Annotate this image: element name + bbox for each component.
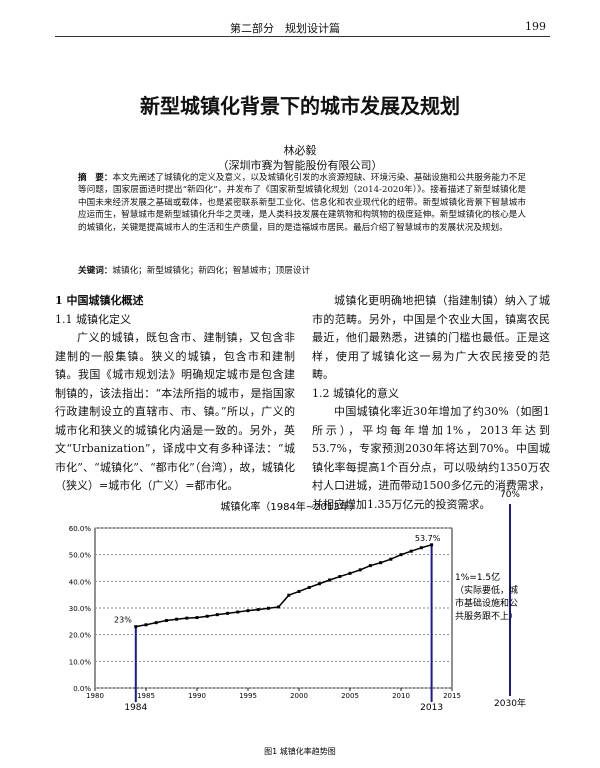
point (307, 585, 311, 589)
caption: 图1 城镇化率趋势图 (264, 746, 336, 756)
point (205, 614, 209, 618)
paragraph: 中国城镇化率近30年增加了约30%（如图1所示），平均每年增加1%，2013年达… (312, 405, 550, 511)
point (185, 616, 189, 620)
author: 林必毅 (283, 144, 317, 157)
point (226, 611, 230, 615)
point (144, 623, 148, 627)
point (368, 564, 372, 568)
point (277, 605, 281, 609)
projection-note: 共服务跟不上） (455, 610, 518, 622)
heading: 1 中国城镇化概述 (55, 294, 144, 307)
page-number: 199 (525, 20, 546, 33)
y-tick-label: 60.0% (69, 525, 92, 533)
projection-note: （实际要低，城 (455, 584, 518, 596)
point (246, 609, 250, 613)
projection-note: 市基础设施和公 (455, 597, 518, 609)
point (358, 568, 362, 572)
y-tick-label: 10.0% (69, 658, 92, 666)
projection-note: 1%=1.5亿 (455, 571, 500, 583)
point (215, 613, 219, 617)
point (134, 625, 138, 629)
subheading: 1.1 城镇化定义 (55, 312, 131, 326)
chart: 城镇化率（1984年~2013年） 图1 城镇化率趋势图 70% 2030年 0… (69, 490, 526, 756)
keywords: 关键词：城镇化；新型城镇化；新四化；智慧城市；顶层设计 (78, 264, 526, 276)
left-column: 1 中国城镇化概述 1.1 城镇化定义 广义的城镇，既包含市、建制镇，又包含非建… (55, 292, 295, 496)
x-tick-label: 2015 (443, 692, 461, 700)
header-rule (55, 36, 550, 37)
x-tick-label: 2000 (290, 692, 308, 700)
x-tick-label: 1990 (188, 692, 206, 700)
marker-label: 1984 (124, 703, 147, 713)
y-tick-label: 0.0% (73, 685, 91, 693)
projection-value: 70% (500, 490, 520, 500)
series-line (135, 544, 432, 628)
point (409, 549, 413, 553)
point (328, 578, 332, 582)
y-tick-label: 50.0% (69, 552, 92, 560)
abstract-text: 本文先阐述了城镇化的定义及意义，以及城镇化引发的水资源短缺、环境污染、基础设施和… (78, 173, 526, 233)
keywords-text: 城镇化；新型城镇化；新四化；智慧城市；顶层设计 (112, 266, 311, 276)
subheading: 1.2 城镇化的意义 (312, 386, 399, 400)
projection-year: 2030年 (494, 697, 526, 709)
title: 新型城镇化背景下的城市发展及规划 (140, 94, 460, 118)
annotation: 23% (114, 616, 132, 625)
point (419, 546, 423, 550)
point (266, 606, 270, 610)
paragraph: 广义的城镇，既包含市、建制镇，又包含非建制的一般集镇。狭义的城镇，包含市和建制镇… (55, 331, 295, 492)
point (236, 610, 240, 614)
x-tick-label: 1995 (239, 692, 257, 700)
y-tick-label: 20.0% (69, 632, 92, 640)
paragraph: 城镇化更明确地把镇（指建制镇）纳入了城市的范畴。另外，中国是个农业大国，镇离农民… (312, 294, 550, 381)
point (154, 621, 158, 625)
point (348, 571, 352, 575)
abstract: 摘 要：本文先阐述了城镇化的定义及意义，以及城镇化引发的水资源短缺、环境污染、基… (78, 172, 526, 234)
point (317, 582, 321, 586)
point (430, 543, 434, 547)
point (164, 619, 168, 623)
y-tick-label: 40.0% (69, 578, 92, 586)
x-tick-label: 2005 (341, 692, 359, 700)
annotation: 53.7% (415, 534, 441, 543)
point (256, 608, 260, 612)
point (338, 575, 342, 579)
point (195, 616, 199, 620)
keywords-label: 关键词： (78, 266, 113, 276)
abstract-label: 摘 要： (78, 173, 113, 183)
x-tick-label: 2010 (392, 692, 410, 700)
point (175, 617, 179, 621)
right-column: 城镇化更明确地把镇（指建制镇）纳入了城市的范畴。另外，中国是个农业大国，镇离农民… (312, 292, 550, 514)
y-tick-label: 30.0% (69, 605, 92, 613)
point (399, 553, 403, 557)
point (379, 561, 383, 565)
affiliation: （深圳市赛为智能股份有限公司） (217, 159, 383, 172)
point (389, 557, 393, 561)
chart-title: 城镇化率（1984年~2013年） (220, 500, 359, 513)
x-tick-label: 1985 (137, 692, 155, 700)
point (297, 589, 301, 593)
x-tick-label: 1980 (86, 692, 104, 700)
marker-label: 2013 (420, 703, 443, 713)
point (287, 593, 291, 597)
header-section: 第二部分 规划设计篇 (230, 22, 340, 35)
